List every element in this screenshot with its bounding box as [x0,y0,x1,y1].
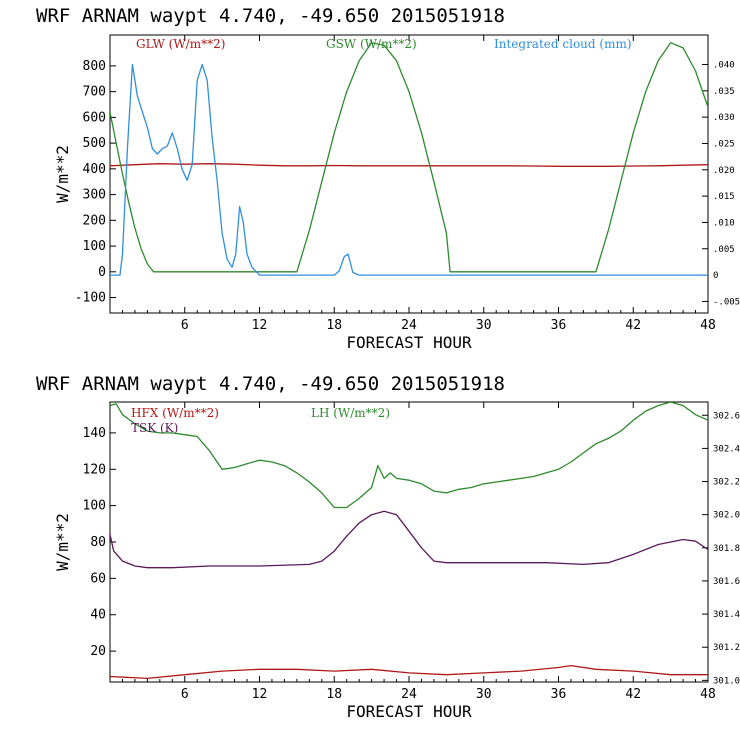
y-tick-label: 140 [83,426,106,441]
legend-entry: TSK (K) [131,421,178,435]
right-y-tick-label: .030 [713,113,735,123]
x-tick-label: 6 [181,687,189,702]
y-axis-label: W/m**2 [53,145,72,203]
x-tick-label: 24 [401,318,417,333]
series-line-hfx [110,664,708,680]
y-tick-label: 200 [83,213,106,228]
x-tick-label: 12 [252,318,268,333]
y-tick-label: 100 [83,499,106,514]
right-y-tick-label: 302.0 [713,511,740,521]
x-tick-label: 36 [551,687,567,702]
series-line-lh [110,402,708,509]
legend-entry: GSW (W/m**2) [326,37,417,51]
x-tick-label: 42 [625,318,641,333]
right-y-tick-label: .025 [713,139,735,149]
right-y-tick-label: 302.6 [713,411,740,421]
series-line-glw [110,163,708,167]
right-y-tick-label: 301.4 [713,610,740,620]
right-y-tick-label: .040 [713,60,735,70]
y-tick-label: 400 [83,162,106,177]
y-axis-label: W/m**2 [53,513,72,571]
x-tick-label: 36 [551,318,567,333]
legend-entry: HFX (W/m**2) [131,406,219,420]
x-tick-label: 6 [181,318,189,333]
chart-title: WRF ARNAM waypt 4.740, -49.650 201505191… [36,5,505,27]
x-tick-label: 18 [326,687,342,702]
right-y-tick-label: 302.2 [713,478,740,488]
bottom-chart: WRF ARNAM waypt 4.740, -49.650 201505191… [36,373,740,721]
x-tick-label: 18 [326,318,342,333]
y-tick-label: 20 [90,644,106,659]
plot-frame [109,401,709,683]
x-tick-label: 30 [476,318,492,333]
y-tick-label: 0 [98,265,106,280]
right-y-tick-label: .035 [713,87,735,97]
top-chart: WRF ARNAM waypt 4.740, -49.650 201505191… [36,5,740,352]
right-y-tick-label: 0 [713,271,718,281]
y-tick-label: 120 [83,462,106,477]
right-y-tick-label: 301.0 [713,676,740,686]
chart-title: WRF ARNAM waypt 4.740, -49.650 201505191… [36,373,505,395]
right-y-tick-label: .010 [713,218,735,228]
right-y-tick-label: .005 [713,245,735,255]
right-y-tick-label: .020 [713,166,735,176]
y-tick-label: -100 [75,291,106,306]
y-tick-label: 100 [83,239,106,254]
y-tick-label: 500 [83,136,106,151]
y-tick-label: 600 [83,110,106,125]
x-tick-label: 42 [625,687,641,702]
right-y-tick-label: 301.8 [713,544,740,554]
right-y-tick-label: 302.4 [713,444,740,454]
y-tick-label: 800 [83,59,106,74]
x-tick-label: 30 [476,687,492,702]
right-y-tick-label: 301.2 [713,643,740,653]
right-y-tick-label: 301.6 [713,577,740,587]
x-axis-label: FORECAST HOUR [346,333,472,352]
series-line-integrated [110,63,708,276]
series-line-tsk [110,510,708,569]
x-tick-label: 48 [700,318,716,333]
y-tick-label: 700 [83,85,106,100]
y-tick-label: 40 [90,608,106,623]
legend-entry: LH (W/m**2) [311,406,390,420]
y-tick-label: 60 [90,571,106,586]
x-tick-label: 48 [700,687,716,702]
x-tick-label: 12 [252,687,268,702]
right-y-tick-label: .015 [713,192,735,202]
x-tick-label: 24 [401,687,417,702]
y-tick-label: 300 [83,188,106,203]
right-y-tick-label: -.005 [713,297,740,307]
legend-entry: GLW (W/m**2) [136,37,225,51]
legend-entry: Integrated cloud (mm) [494,37,632,51]
y-tick-label: 80 [90,535,106,550]
series-line-gsw [110,42,708,273]
x-axis-label: FORECAST HOUR [346,702,472,721]
